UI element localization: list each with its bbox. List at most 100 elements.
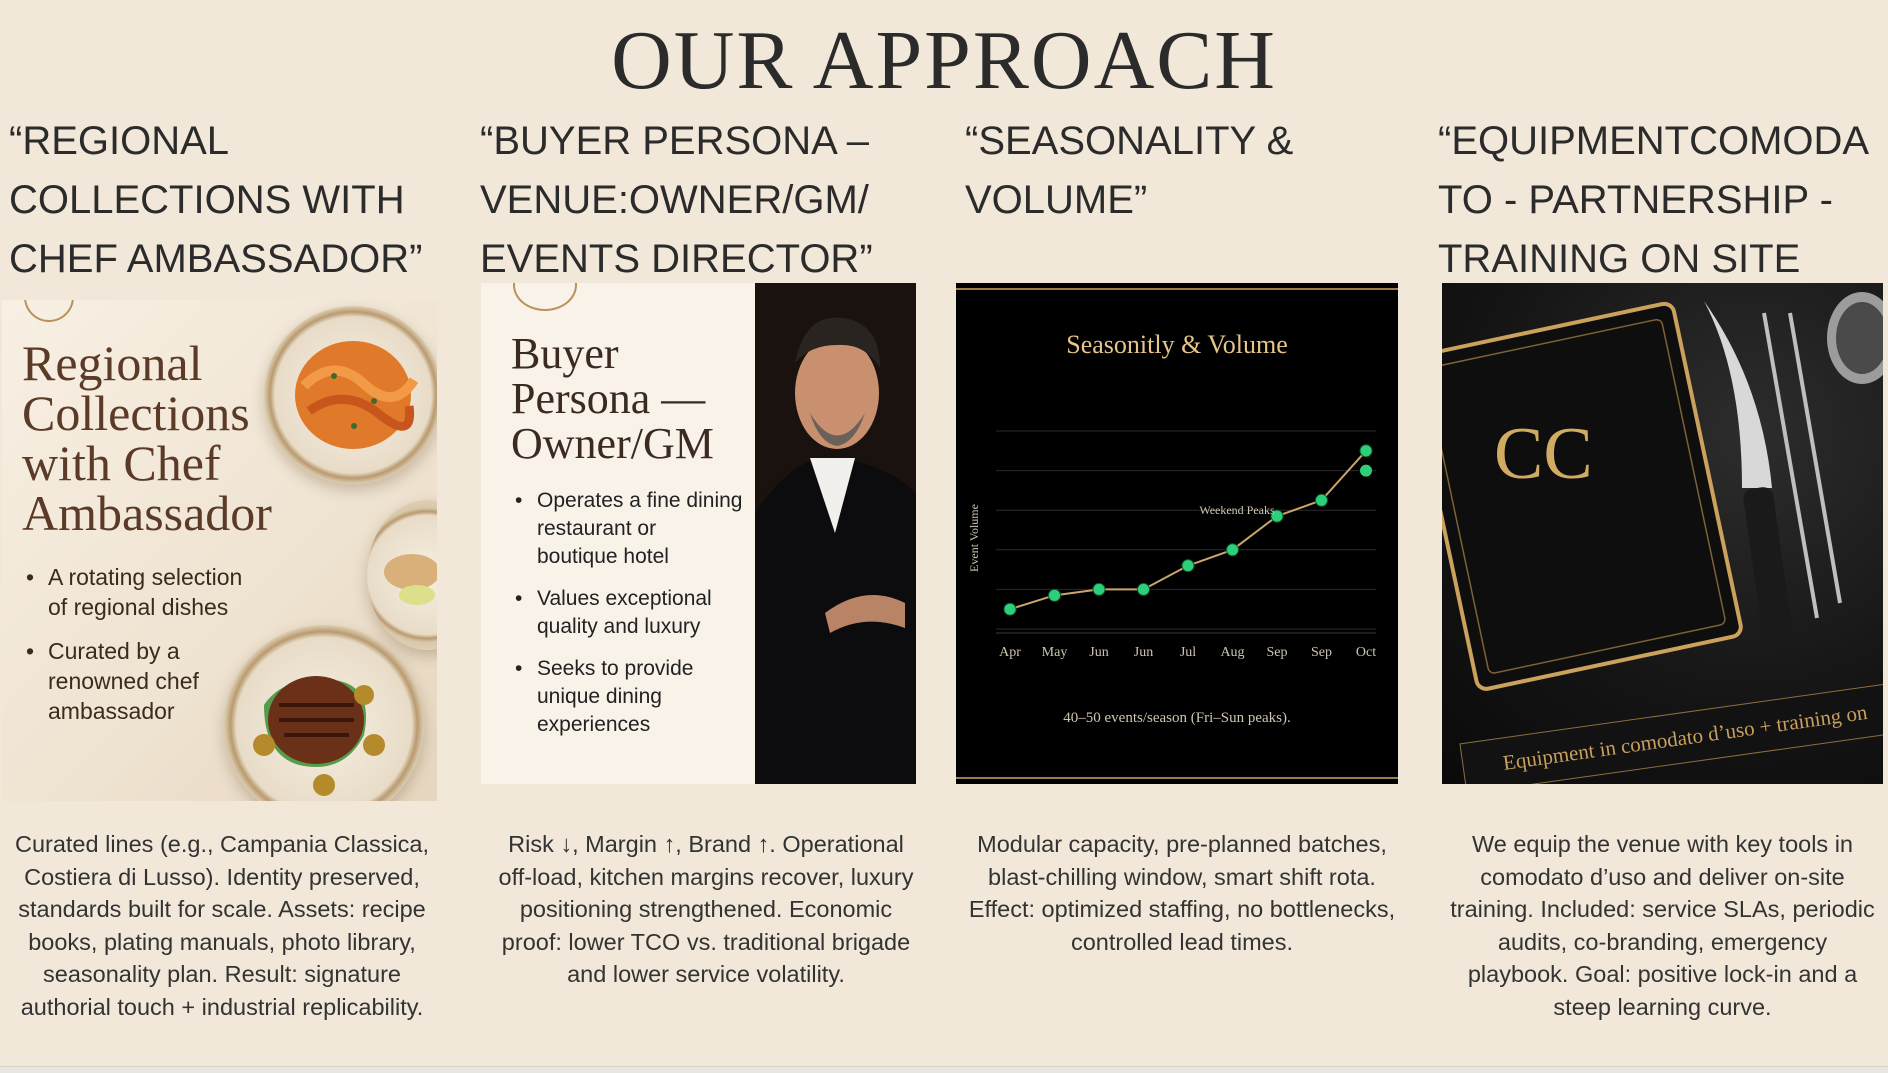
- chart-grid: [996, 430, 1376, 634]
- data-point: [1048, 588, 1061, 602]
- ornament-icon: [24, 300, 74, 322]
- bullet-line: restaurant or: [537, 517, 657, 540]
- businessman-portrait-image: [755, 283, 916, 784]
- data-point: [1181, 559, 1195, 573]
- data-point: [1226, 543, 1239, 557]
- bullet-item: Values exceptional quality and luxury: [511, 585, 756, 641]
- chart-title: Seasonitly & Volume: [1066, 330, 1288, 359]
- x-tick-label: Sep: [1267, 645, 1288, 660]
- x-axis-ticks: Apr May Jun Jun Jul Aug Sep Sep Oct: [999, 645, 1376, 660]
- ornament-icon: [513, 283, 577, 311]
- column-heading-buyer-persona: “BUYER PERSONA – VENUE:OWNER/GM/ EVENTS …: [480, 112, 940, 289]
- heading-line: CHEF AMBASSADOR”: [9, 237, 423, 281]
- x-tick-label: Sep: [1311, 645, 1332, 660]
- chart-annotation: Weekend Peaks: [1199, 503, 1275, 517]
- description-line: blast-chilling window, smart shift rota.: [988, 863, 1376, 890]
- heading-line: “BUYER PERSONA –: [480, 119, 870, 163]
- fish-illustration: [384, 554, 437, 605]
- x-tick-label: Aug: [1220, 645, 1244, 660]
- heading-line: “REGIONAL: [9, 119, 230, 163]
- steak-plate-image: [224, 625, 424, 801]
- column-heading-equipment: “EQUIPMENTCOMODA TO - PARTNERSHIP - TRAI…: [1438, 112, 1888, 289]
- bullet-line: experiences: [537, 713, 651, 736]
- equipment-illustration: CC Equipment in comodato d’uso + trainin…: [1442, 292, 1883, 784]
- column-heading-seasonality: “SEASONALITY & VOLUME”: [965, 112, 1405, 230]
- heading-line: “SEASONALITY &: [965, 119, 1294, 163]
- bullet-item: Seeks to provide unique dining experienc…: [511, 655, 756, 739]
- description-line: off-load, kitchen margins recover, luxur…: [498, 863, 914, 890]
- bullet-item: Operates a fine dining restaurant or bou…: [511, 487, 756, 571]
- description-line: Risk ↓, Margin ↑, Brand ↑. Operational: [508, 831, 904, 857]
- description-line: Costiera di Lusso). Identity preserved,: [24, 863, 420, 890]
- panel-title-line: Regional: [22, 335, 203, 391]
- description-line: and lower service volatility.: [567, 961, 845, 987]
- x-tick-label: Jun: [1134, 645, 1153, 660]
- description-line: audits, co-branding, emergency: [1497, 928, 1828, 955]
- panel-title-line: Owner/GM: [511, 419, 714, 468]
- bullet-line: Curated by a: [48, 638, 180, 664]
- fish-plate-image: [367, 500, 437, 650]
- description-line: Curated lines (e.g., Campania Classica,: [14, 831, 430, 857]
- data-point: [1360, 464, 1372, 477]
- description-seasonality: Modular capacity, pre-planned batches, b…: [956, 828, 1408, 958]
- heading-line: COLLECTIONS WITH: [9, 178, 405, 222]
- description-line: comodato d’uso and deliver on-site: [1480, 863, 1845, 890]
- data-point: [1359, 444, 1373, 458]
- frame-line: [956, 288, 1398, 290]
- description-line: positioning strengthened. Economic: [519, 896, 893, 922]
- bullet-line: Values exceptional: [537, 587, 712, 610]
- description-line: authorial touch + industrial replicabili…: [20, 993, 424, 1020]
- heading-line: VENUE:OWNER/GM/: [480, 178, 869, 222]
- panel-title-line: Collections: [22, 385, 250, 441]
- description-line: steep learning curve.: [1553, 993, 1772, 1020]
- seasonality-chart: Seasonitly & Volume Event Volume Apr May J…: [967, 330, 1376, 726]
- pasta-plate-image: [264, 306, 437, 484]
- panel-title-line: Ambassador: [22, 485, 272, 541]
- description-line: playbook. Goal: positive lock-in and a: [1467, 961, 1858, 987]
- description-line: controlled lead times.: [1070, 928, 1294, 955]
- panel-title-line: with Chef: [22, 435, 221, 491]
- data-point: [1315, 493, 1328, 507]
- monogram-text: CC: [1494, 413, 1593, 495]
- bullet-line: renowned chef: [48, 668, 199, 694]
- heading-line: EVENTS DIRECTOR”: [480, 237, 873, 281]
- description-line: proof: lower TCO vs. traditional brigade: [501, 928, 911, 955]
- data-point: [1137, 582, 1150, 596]
- description-line: books, plating manuals, photo library,: [28, 928, 416, 955]
- portrait-illustration: [755, 283, 916, 784]
- buyer-persona-image: Buyer Persona — Owner/GM Operates a fine…: [481, 283, 916, 784]
- panel-bullets: Operates a fine dining restaurant or bou…: [511, 487, 756, 753]
- description-regional: Curated lines (e.g., Campania Classica, …: [2, 828, 442, 1023]
- bullet-line: unique dining: [537, 685, 662, 708]
- bullet-line: boutique hotel: [537, 545, 669, 568]
- series-line: [1009, 450, 1367, 611]
- description-line: We equip the venue with key tools in: [1471, 831, 1853, 857]
- steak-illustration: [253, 676, 385, 796]
- heading-line: VOLUME”: [965, 178, 1148, 222]
- data-point: [1270, 509, 1284, 523]
- x-tick-label: Apr: [999, 645, 1021, 660]
- description-equipment: We equip the venue with key tools in com…: [1440, 828, 1885, 1023]
- data-point: [1003, 602, 1017, 616]
- bullet-line: ambassador: [48, 698, 175, 724]
- heading-line: “EQUIPMENTCOMODA: [1438, 119, 1870, 163]
- panel-bullets: A rotating selection of regional dishes …: [22, 562, 272, 740]
- pasta-illustration: [295, 341, 419, 449]
- chart-footnote: 40–50 events/season (Fri–Sun peaks).: [1063, 710, 1290, 726]
- panel-title: Buyer Persona — Owner/GM: [511, 331, 714, 466]
- bullet-line: Operates a fine dining: [537, 489, 743, 512]
- y-axis-label: Event Volume: [967, 504, 981, 572]
- heading-line: TO - PARTNERSHIP -: [1438, 178, 1833, 222]
- panel-title: Regional Collections with Chef Ambassado…: [22, 338, 272, 538]
- panel-title-line: Buyer: [511, 329, 619, 378]
- bullet-item: A rotating selection of regional dishes: [22, 562, 272, 622]
- bullet-item: Curated by a renowned chef ambassador: [22, 636, 272, 726]
- description-line: seasonality plan. Result: signature: [43, 961, 401, 987]
- bullet-line: quality and luxury: [537, 615, 701, 638]
- column-heading-regional: “REGIONAL COLLECTIONS WITH CHEF AMBASSAD…: [9, 112, 469, 289]
- chart-series: [1003, 444, 1373, 616]
- seasonality-chart-panel: Seasonitly & Volume Event Volume Apr May J…: [956, 283, 1398, 784]
- heading-line: TRAINING ON SITE: [1438, 237, 1801, 281]
- bullet-line: of regional dishes: [48, 594, 229, 620]
- x-tick-label: Jun: [1089, 645, 1108, 660]
